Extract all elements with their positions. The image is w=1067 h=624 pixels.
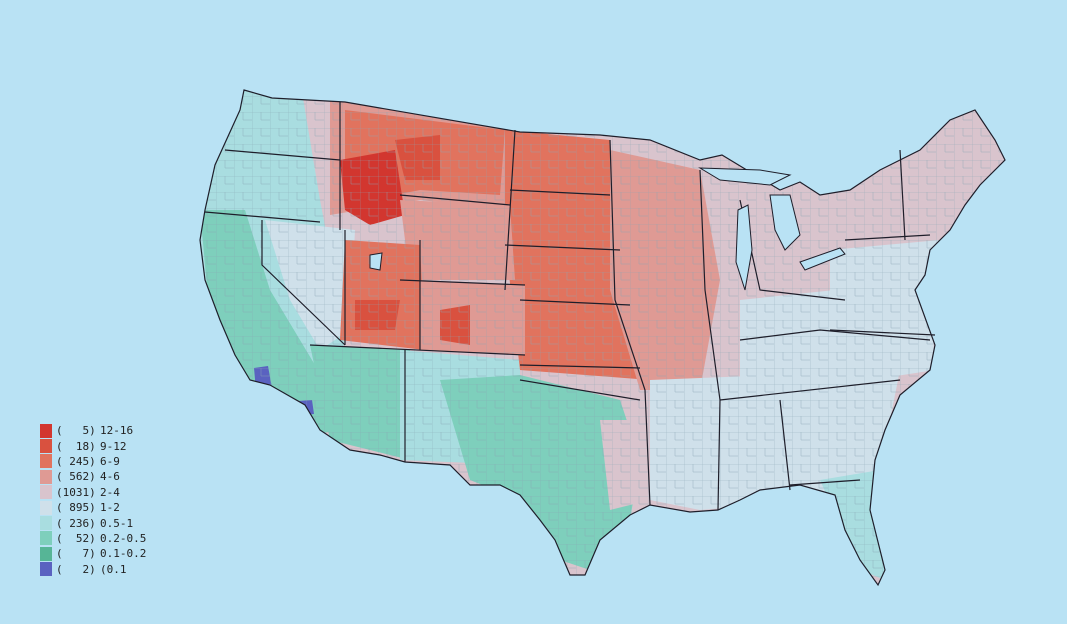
legend-swatch [40, 531, 52, 546]
legend-row: ( 7) 0.1-0.2 [40, 546, 146, 561]
legend-row: ( 562) 4-6 [40, 469, 146, 484]
border-al-ga [779, 399, 791, 491]
legend-row: ( 245) 6-9 [40, 454, 146, 469]
legend-row: ( 52) 0.2-0.5 [40, 531, 146, 546]
great-salt-lake [369, 252, 383, 271]
border-ca-nv [261, 220, 346, 346]
legend-count: ( 18) [56, 439, 96, 453]
legend-count: ( 2) [56, 562, 96, 576]
legend-swatch [40, 485, 52, 500]
border-mt-wy [399, 194, 511, 206]
border-dakotas-west [504, 129, 516, 291]
border-ohio-river [739, 329, 931, 341]
border-sd-ne [504, 244, 621, 251]
lake-superior [698, 167, 792, 186]
border-wy-co [399, 279, 526, 286]
legend-row: (1031) 2-4 [40, 485, 146, 500]
legend-count: ( 562) [56, 470, 96, 484]
legend-swatch [40, 469, 52, 484]
legend-row: ( 18) 9-12 [40, 438, 146, 454]
lake-erie [799, 247, 846, 271]
legend-range: 12-16 [100, 424, 134, 438]
legend-swatch [40, 439, 52, 454]
legend-range: 0.5-1 [100, 516, 134, 530]
legend-range: 9-12 [100, 439, 127, 453]
legend-count: ( 895) [56, 501, 96, 515]
border-va-nc [829, 329, 936, 336]
legend-count: ( 52) [56, 531, 96, 545]
legend-row: ( 2) (0.1 [40, 562, 146, 577]
map-legend: ( 5) 12-16( 18) 9-12( 245) 6-9( 562) 4-6 (103… [40, 423, 146, 577]
legend-count: ( 245) [56, 454, 96, 468]
border-pa-ny [844, 234, 931, 241]
border-ks-ok [519, 364, 641, 369]
lake-huron [769, 194, 801, 251]
great-lakes [369, 167, 846, 291]
border-south [719, 379, 901, 401]
lake-michigan [735, 204, 753, 291]
legend-count: ( 7) [56, 547, 96, 561]
legend-row: ( 236) 0.5-1 [40, 515, 146, 531]
us-outline [199, 89, 1006, 587]
legend-range: 2-4 [100, 485, 120, 499]
border-plains-east [609, 139, 651, 506]
legend-range: (0.1 [100, 562, 127, 576]
border-4corners [309, 344, 526, 356]
legend-count: (1031) [56, 485, 96, 499]
legend-count: ( 5) [56, 424, 96, 438]
legend-swatch [40, 546, 52, 561]
legend-row: ( 5) 12-16 [40, 423, 146, 438]
border-or-ca [204, 211, 321, 223]
legend-range: 1-2 [100, 501, 120, 515]
border-ne-ks [519, 299, 631, 306]
legend-count: ( 236) [56, 516, 96, 530]
legend-range: 0.1-0.2 [100, 547, 147, 561]
legend-swatch [40, 454, 52, 469]
legend-row: ( 895) 1-2 [40, 500, 146, 515]
border-wa-or [224, 149, 341, 161]
legend-range: 4-6 [100, 470, 120, 484]
border-tx-ok [519, 379, 641, 401]
legend-swatch [40, 423, 52, 438]
legend-range: 0.2-0.5 [100, 531, 147, 545]
border-ga-fl [789, 479, 861, 486]
legend-swatch [40, 500, 52, 515]
legend-swatch [40, 562, 52, 577]
border-nd-sd [509, 189, 611, 196]
legend-swatch [40, 516, 52, 531]
state-borders [199, 89, 1006, 587]
border-mississippi [699, 169, 721, 511]
legend-range: 6-9 [100, 454, 120, 468]
border-new-england [899, 149, 906, 241]
